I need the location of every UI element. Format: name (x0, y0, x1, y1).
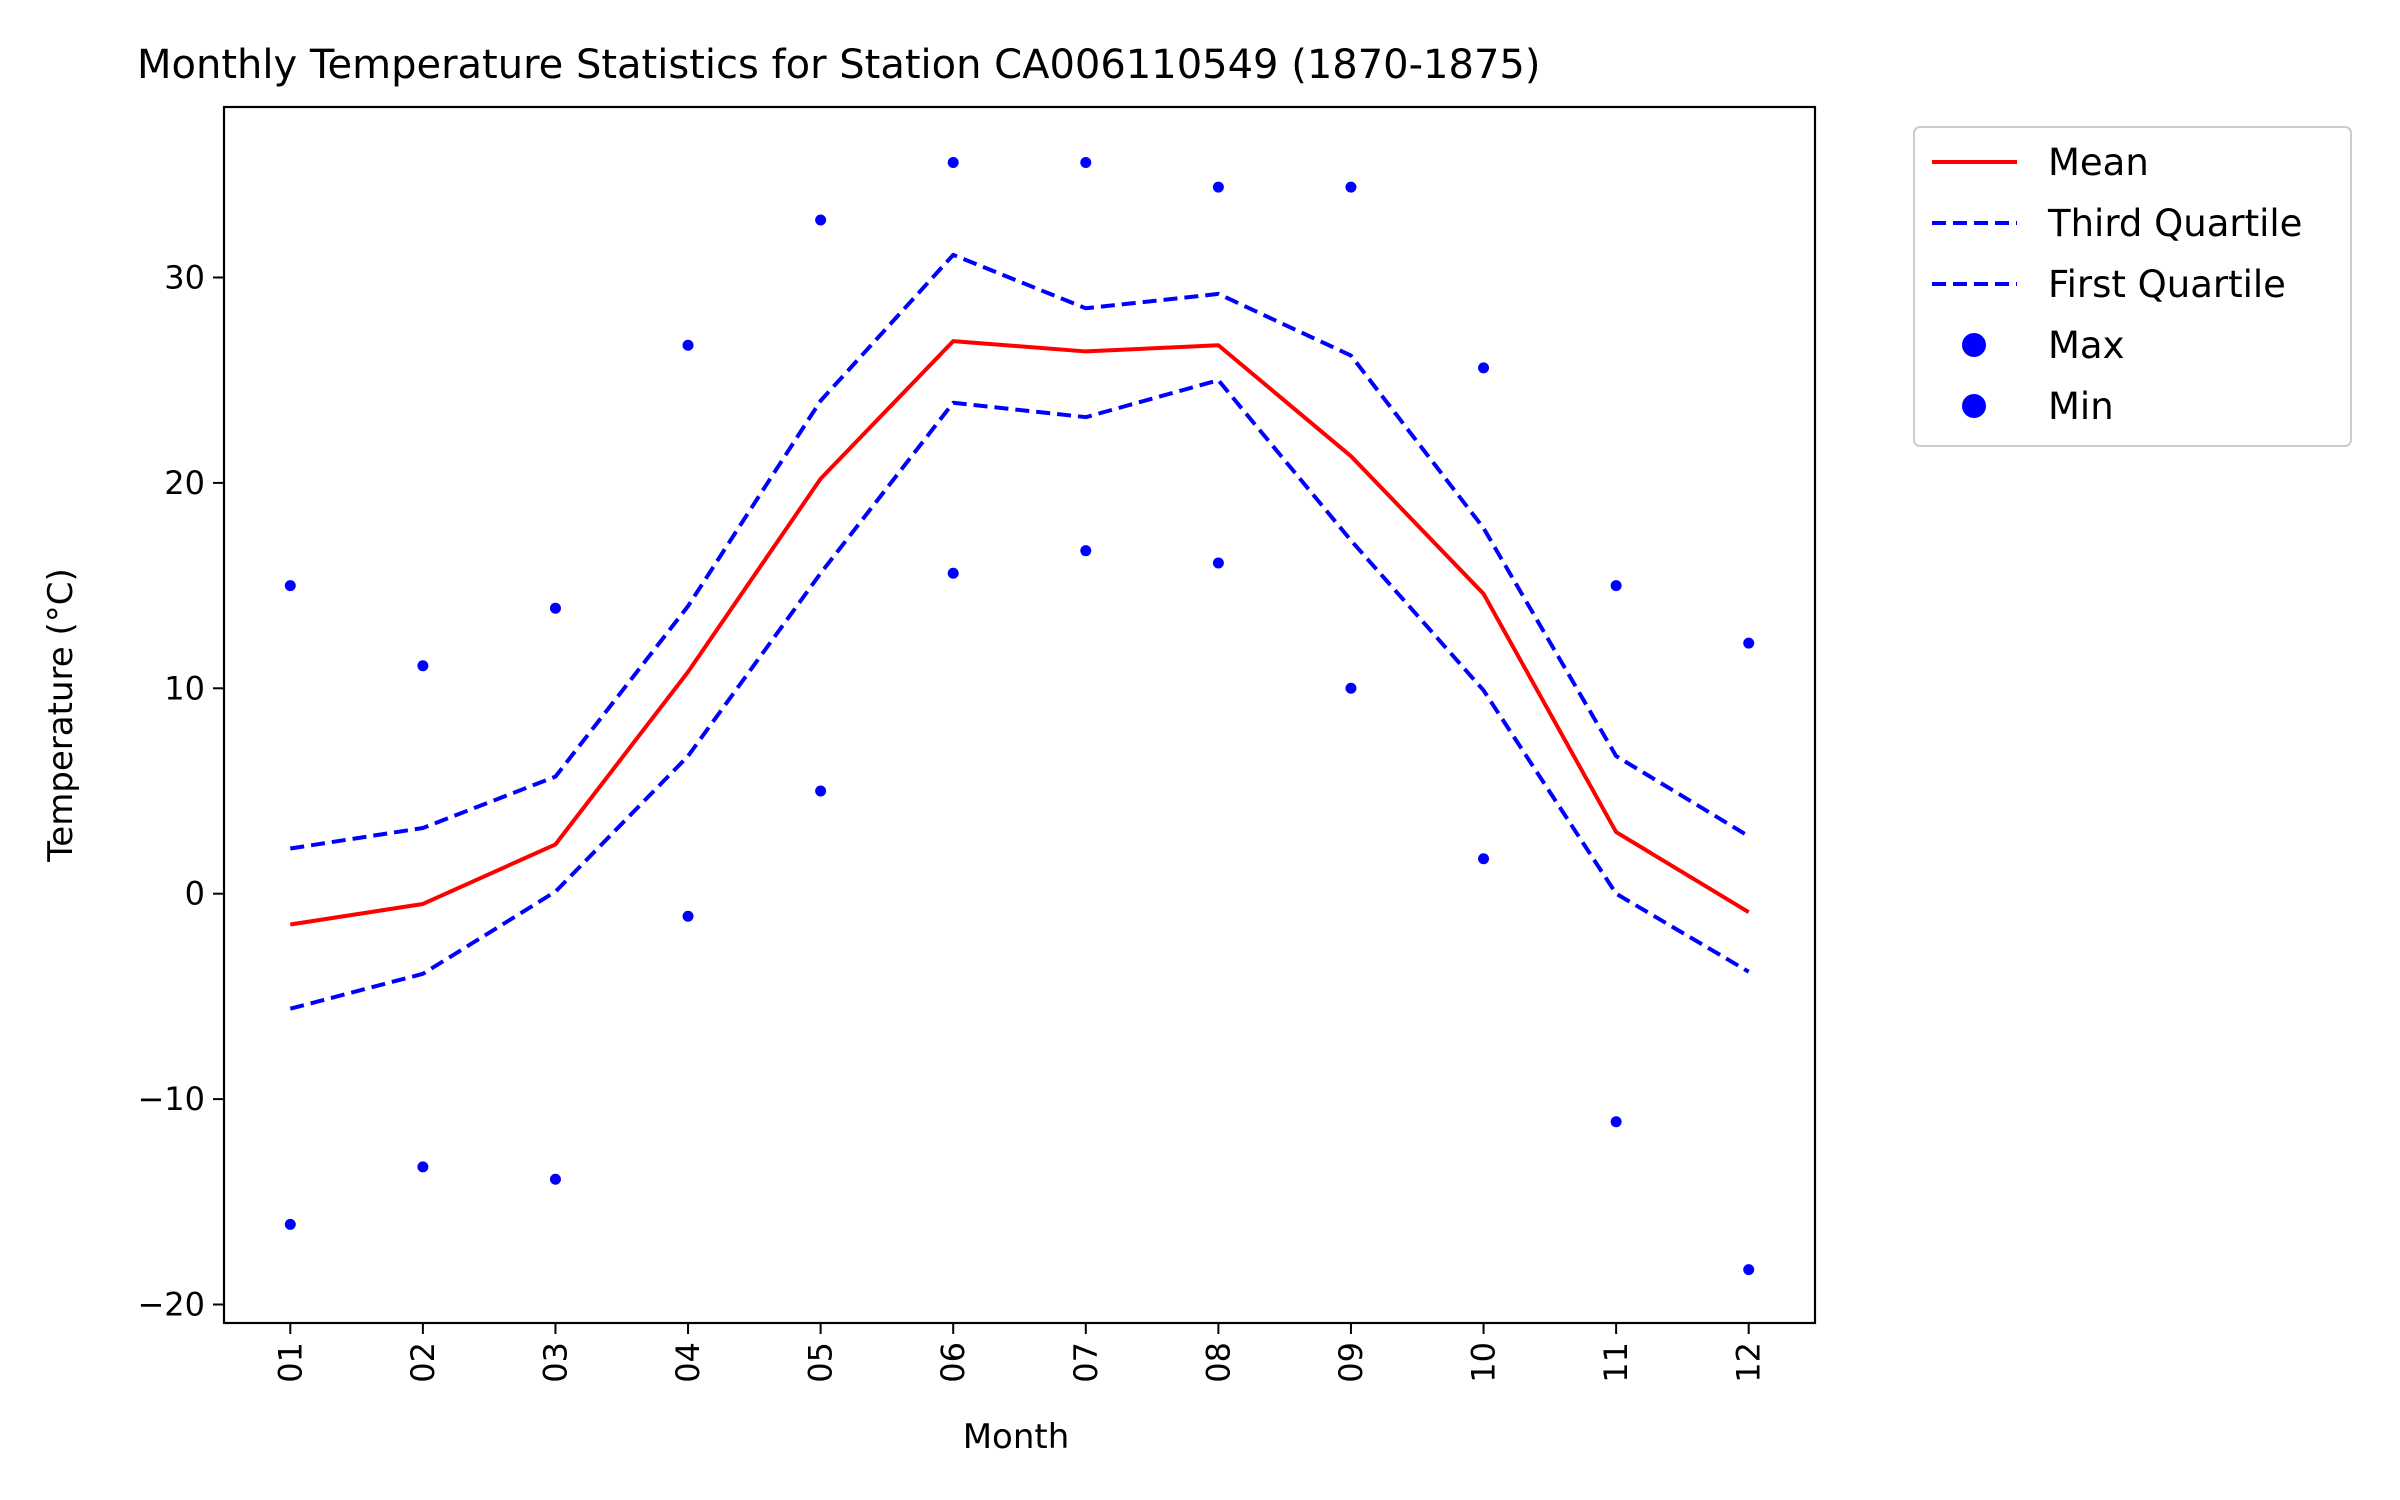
point-min-08 (1212, 557, 1224, 569)
x-tick-label: 12 (1730, 1342, 1768, 1383)
x-tick-label: 06 (934, 1342, 972, 1383)
point-min-03 (549, 1173, 561, 1185)
series-line-first-quartile (289, 378, 1750, 1011)
series-line-third-quartile (289, 252, 1750, 851)
legend-label-mean: Mean (2048, 141, 2149, 184)
point-min-06 (947, 567, 959, 579)
point-max-07 (1080, 156, 1092, 168)
point-max-03 (549, 602, 561, 614)
point-max-04 (682, 339, 694, 351)
legend-label-max: Max (2048, 324, 2125, 367)
x-tick-label: 02 (404, 1342, 442, 1383)
point-min-10 (1478, 853, 1490, 865)
legend-label-first-quartile: First Quartile (2048, 263, 2286, 306)
y-tick-label: −10 (137, 1080, 205, 1118)
point-min-04 (682, 910, 694, 922)
plot-area (284, 156, 1755, 1276)
point-max-09 (1345, 181, 1357, 193)
legend-marker-max (1962, 333, 1986, 357)
series-line-mean (289, 339, 1750, 927)
point-max-01 (284, 580, 296, 592)
x-tick-label: 01 (271, 1342, 309, 1383)
x-tick-label: 08 (1199, 1342, 1237, 1383)
point-min-12 (1743, 1264, 1755, 1276)
x-tick-label: 03 (536, 1342, 574, 1383)
legend-label-min: Min (2048, 385, 2114, 428)
point-min-11 (1610, 1116, 1622, 1128)
point-min-09 (1345, 682, 1357, 694)
point-min-07 (1080, 545, 1092, 557)
point-min-05 (815, 785, 827, 797)
point-max-02 (417, 660, 429, 672)
point-max-10 (1478, 362, 1490, 374)
x-tick-label: 10 (1465, 1342, 1503, 1383)
point-max-05 (815, 214, 827, 226)
legend-box (1913, 126, 2352, 447)
point-max-06 (947, 156, 959, 168)
chart-title: Monthly Temperature Statistics for Stati… (137, 42, 1540, 88)
point-min-01 (284, 1218, 296, 1230)
axes: −20 −10 0 10 20 30 01 02 03 04 05 06 07 08 09 10 11 12 (137, 105, 1817, 1383)
x-tick-label: 09 (1332, 1342, 1370, 1383)
point-max-08 (1212, 181, 1224, 193)
y-tick-label: 10 (164, 669, 205, 707)
plot-frame (222, 105, 1817, 1325)
legend-label-third-quartile: Third Quartile (2047, 202, 2302, 245)
y-tick-label: 0 (185, 875, 205, 913)
x-axis-label: Month (963, 1417, 1070, 1457)
legend-marker-min (1962, 394, 1986, 418)
y-axis-label: Temperature (°C) (41, 568, 81, 862)
point-min-02 (417, 1161, 429, 1173)
x-tick-label: 05 (802, 1342, 840, 1383)
x-tick-label: 11 (1597, 1342, 1635, 1383)
point-max-12 (1743, 637, 1755, 649)
y-tick-label: 30 (164, 258, 205, 296)
x-tick-label: 07 (1067, 1342, 1105, 1383)
legend: Mean Third Quartile First Quartile Max Min (1913, 126, 2352, 447)
point-max-11 (1610, 580, 1622, 592)
y-tick-label: 20 (164, 464, 205, 502)
x-tick-label: 04 (669, 1342, 707, 1383)
y-tick-label: −20 (137, 1286, 205, 1324)
